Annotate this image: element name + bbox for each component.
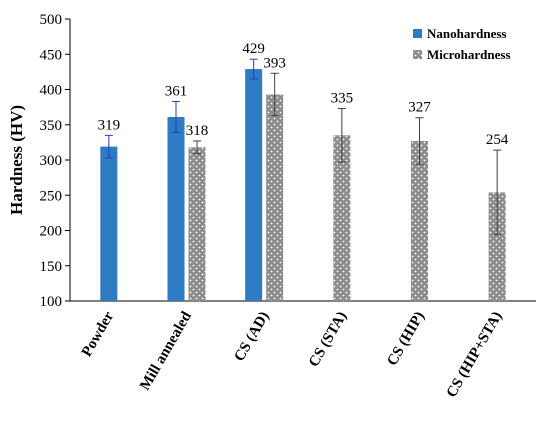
y-tick-label: 400 — [40, 83, 63, 99]
data-label: 429 — [242, 41, 265, 57]
bar-nanohardness — [100, 146, 118, 301]
data-label: 327 — [408, 100, 431, 116]
x-category-label: CS (HIP+STA) — [444, 309, 506, 400]
data-label: 318 — [186, 123, 209, 139]
y-ticks: 100 150 200 250 300 350 400 450 500 — [40, 12, 70, 310]
y-tick-label: 150 — [40, 259, 63, 275]
bar-microhardness — [188, 147, 206, 301]
x-category-label: CS (STA) — [306, 309, 350, 370]
legend-label-nanohardness: Nanohardness — [427, 26, 506, 41]
x-category-label: CS (HIP) — [384, 309, 428, 369]
bar-microhardness — [266, 94, 284, 301]
bar-microhardness — [333, 135, 351, 301]
data-label: 254 — [486, 132, 509, 148]
bar-nanohardness — [245, 69, 263, 302]
bar-nanohardness — [167, 116, 185, 302]
x-category-label: Powder — [79, 309, 118, 360]
y-tick-label: 100 — [40, 294, 63, 310]
legend-label-microhardness: Microhardness — [427, 47, 511, 62]
data-label: 319 — [98, 117, 121, 133]
legend-swatch-nanohardness — [413, 29, 422, 38]
x-category-label: Mill annealed — [137, 308, 195, 393]
y-tick-label: 450 — [40, 47, 63, 63]
x-category-labels: Powder Mill annealed CS (AD) CS (STA) CS (HI… — [79, 308, 506, 400]
y-tick-label: 300 — [40, 153, 63, 169]
legend-swatch-microhardness — [413, 50, 422, 59]
bars — [100, 58, 506, 302]
y-tick-label: 350 — [40, 118, 63, 134]
data-label: 393 — [263, 55, 286, 71]
y-tick-label: 200 — [40, 224, 63, 240]
data-label: 335 — [331, 91, 354, 107]
data-label: 361 — [165, 83, 188, 99]
y-tick-label: 500 — [40, 12, 63, 28]
legend[interactable]: Nanohardness Microhardness — [413, 26, 511, 62]
bar-microhardness — [488, 192, 506, 301]
y-axis-label: Hardness (HV) — [7, 105, 26, 215]
x-category-label: CS (AD) — [231, 309, 272, 364]
bar-microhardness — [411, 140, 428, 301]
y-tick-label: 250 — [40, 188, 63, 204]
